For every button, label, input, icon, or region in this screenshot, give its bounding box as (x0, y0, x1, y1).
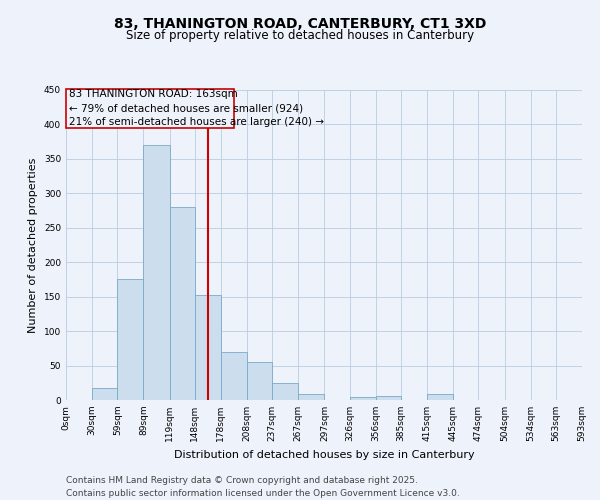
Bar (143, 145, 170, 400)
Text: Contains HM Land Registry data © Crown copyright and database right 2025.
Contai: Contains HM Land Registry data © Crown c… (66, 476, 460, 498)
Bar (376, 396, 401, 400)
Bar (427, 394, 453, 400)
Bar (170, 207, 195, 400)
Bar (272, 384, 298, 400)
Bar (350, 396, 376, 400)
Y-axis label: Number of detached properties: Number of detached properties (28, 158, 38, 332)
Text: 83 THANINGTON ROAD: 163sqm
← 79% of detached houses are smaller (924)
21% of sem: 83 THANINGTON ROAD: 163sqm ← 79% of deta… (68, 90, 323, 128)
Text: 83, THANINGTON ROAD, CANTERBURY, CT1 3XD: 83, THANINGTON ROAD, CANTERBURY, CT1 3XD (114, 18, 486, 32)
FancyBboxPatch shape (66, 88, 234, 128)
Bar (195, 296, 221, 400)
Bar (92, 388, 118, 400)
Text: Size of property relative to detached houses in Canterbury: Size of property relative to detached ho… (126, 29, 474, 42)
Bar (247, 362, 272, 400)
Bar (118, 280, 143, 400)
Bar (298, 394, 325, 400)
Bar (221, 352, 247, 400)
X-axis label: Distribution of detached houses by size in Canterbury: Distribution of detached houses by size … (173, 450, 475, 460)
